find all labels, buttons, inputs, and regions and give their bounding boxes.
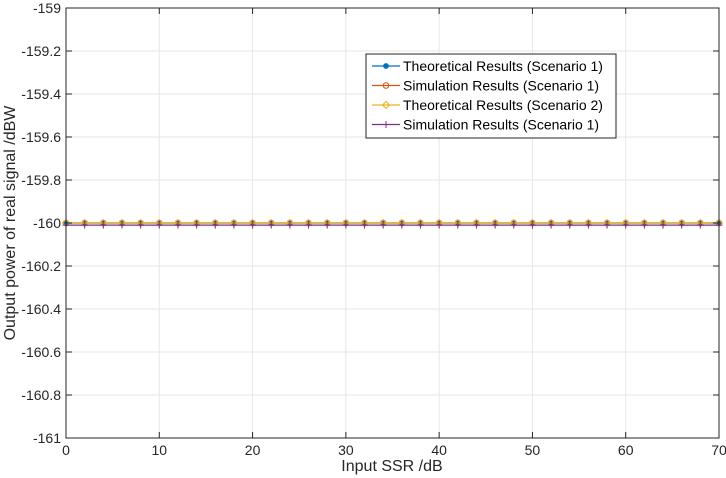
y-tick-label: -159.4 bbox=[21, 86, 61, 102]
series-marker bbox=[528, 221, 536, 229]
series-marker bbox=[659, 221, 667, 229]
x-tick-label: 0 bbox=[62, 442, 70, 458]
series-marker bbox=[547, 221, 555, 229]
series-marker bbox=[584, 221, 592, 229]
series-marker bbox=[286, 221, 294, 229]
series-marker bbox=[267, 221, 275, 229]
legend-item: Simulation Results (Scenario 1) bbox=[372, 117, 599, 133]
legend-label: Theoretical Results (Scenario 2) bbox=[403, 97, 603, 113]
legend: Theoretical Results (Scenario 1) Simulati… bbox=[365, 53, 617, 139]
series-marker bbox=[379, 221, 387, 229]
y-tick-label: -159 bbox=[33, 0, 61, 16]
y-axis-label: Output power of real signal /dBW bbox=[2, 105, 19, 341]
series-4 bbox=[62, 221, 723, 229]
series-marker bbox=[416, 221, 424, 229]
series-marker bbox=[603, 221, 611, 229]
series-marker bbox=[81, 221, 89, 229]
legend-item: Simulation Results (Scenario 1) bbox=[372, 78, 599, 94]
y-tick-label: -160.6 bbox=[21, 344, 61, 360]
x-tick-label: 70 bbox=[711, 442, 726, 458]
series-marker bbox=[137, 221, 145, 229]
legend-label: Simulation Results (Scenario 1) bbox=[403, 117, 599, 133]
y-tick-label: -159.6 bbox=[21, 129, 61, 145]
x-axis-label: Input SSR /dB bbox=[341, 458, 442, 475]
series-marker bbox=[230, 221, 238, 229]
legend-marker bbox=[381, 100, 391, 110]
x-tick-label: 30 bbox=[338, 442, 354, 458]
series-marker bbox=[323, 221, 331, 229]
y-tick-label: -160.4 bbox=[21, 301, 61, 317]
series-marker bbox=[472, 221, 480, 229]
y-tick-label: -161 bbox=[33, 430, 61, 446]
series-marker bbox=[510, 221, 518, 229]
series-marker bbox=[622, 221, 630, 229]
legend-marker bbox=[382, 82, 390, 89]
legend-box bbox=[365, 53, 617, 139]
legend-item: Theoretical Results (Scenario 1) bbox=[372, 58, 603, 74]
series-marker bbox=[640, 221, 648, 229]
x-tick-label: 60 bbox=[618, 442, 634, 458]
series-marker bbox=[118, 221, 126, 229]
x-tick-label: 10 bbox=[151, 442, 167, 458]
legend-marker bbox=[383, 63, 389, 69]
series-marker bbox=[305, 221, 313, 229]
y-tick-label: -159.8 bbox=[21, 172, 61, 188]
series-marker bbox=[211, 221, 219, 229]
series-marker bbox=[155, 221, 163, 229]
series-marker bbox=[454, 221, 462, 229]
x-tick-label: 40 bbox=[431, 442, 447, 458]
series-marker bbox=[99, 221, 107, 229]
x-tick-label: 50 bbox=[525, 442, 541, 458]
series-marker bbox=[398, 221, 406, 229]
y-tick-label: -160.2 bbox=[21, 258, 61, 274]
series-marker bbox=[361, 221, 369, 229]
series-marker bbox=[249, 221, 257, 229]
x-tick-label: 20 bbox=[245, 442, 261, 458]
series-marker bbox=[678, 221, 686, 229]
series-marker bbox=[696, 221, 704, 229]
y-tick-label: -160.8 bbox=[21, 387, 61, 403]
y-tick-label: -160 bbox=[33, 215, 61, 231]
y-tick-label: -159.2 bbox=[21, 43, 61, 59]
series-marker bbox=[193, 221, 201, 229]
series-marker bbox=[174, 221, 182, 229]
series-marker bbox=[566, 221, 574, 229]
legend-item: Theoretical Results (Scenario 2) bbox=[372, 97, 603, 113]
series-marker bbox=[491, 221, 499, 229]
series-marker bbox=[435, 221, 443, 229]
series-layer bbox=[61, 218, 724, 229]
ticks: 0 10 20 30 40 50 60 70 -159 -159.2 -159.4 -159.6 -15… bbox=[21, 0, 726, 458]
series-marker bbox=[342, 221, 350, 229]
legend-label: Simulation Results (Scenario 1) bbox=[403, 78, 599, 94]
legend-marker bbox=[382, 121, 390, 128]
legend-label: Theoretical Results (Scenario 1) bbox=[403, 58, 603, 74]
